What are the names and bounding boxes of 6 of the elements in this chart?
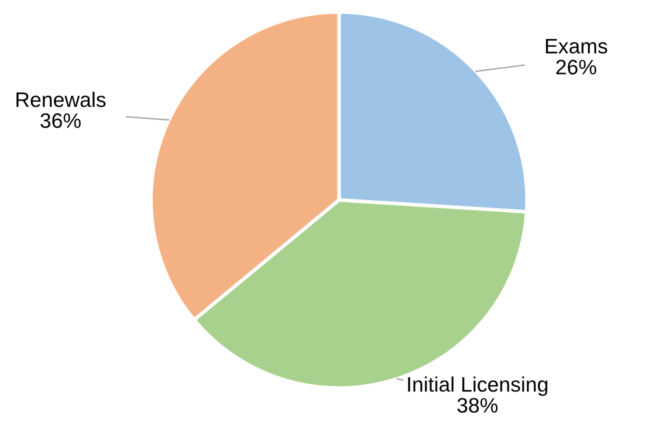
slice-label: Initial Licensing <box>408 376 548 396</box>
data-label: 36% <box>40 113 81 128</box>
slice-label: Renewals <box>16 92 106 108</box>
data-label: 26% <box>556 60 596 74</box>
data-label: 38% <box>457 398 498 413</box>
slice-label: Exams <box>546 39 608 54</box>
